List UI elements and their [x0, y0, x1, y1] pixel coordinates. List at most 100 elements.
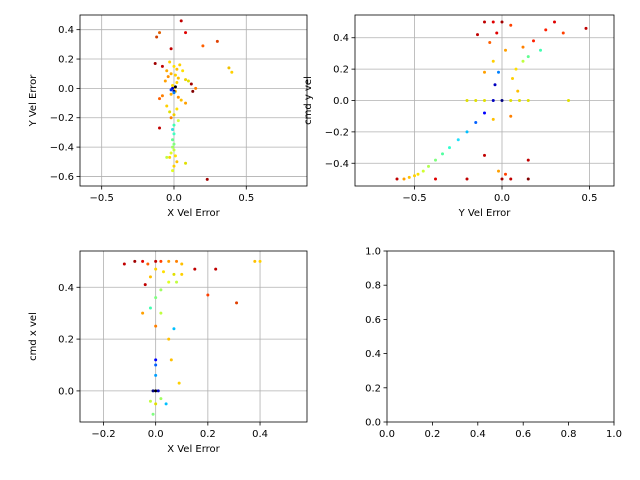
data-point — [474, 99, 478, 102]
data-point — [205, 177, 209, 181]
data-point — [500, 177, 504, 181]
data-point — [154, 402, 158, 406]
data-point — [122, 262, 126, 266]
data-point — [184, 161, 188, 165]
data-point — [167, 259, 171, 263]
data-point — [172, 132, 176, 136]
data-point — [500, 99, 504, 102]
data-point — [427, 164, 430, 168]
data-point — [156, 389, 160, 393]
data-point — [532, 39, 535, 43]
data-point — [171, 83, 175, 87]
y-tick-label: −0.4 — [50, 143, 74, 154]
data-point — [175, 81, 179, 85]
data-point — [169, 72, 173, 76]
y-tick-label: −0.2 — [50, 113, 74, 124]
data-point — [491, 20, 495, 24]
data-point — [495, 31, 499, 35]
x-tick-label: 0.5 — [238, 193, 254, 204]
data-point — [171, 145, 175, 149]
x-tick-label: −0.2 — [91, 429, 115, 440]
data-point — [509, 99, 513, 102]
y-tick-label: 0.4 — [333, 33, 349, 44]
data-point — [172, 123, 176, 127]
data-point — [526, 177, 530, 181]
data-point — [175, 160, 179, 164]
data-point — [153, 61, 157, 65]
data-point — [176, 119, 180, 123]
data-point — [141, 311, 145, 315]
data-point — [154, 373, 158, 377]
data-point — [154, 363, 158, 367]
data-point — [567, 99, 570, 102]
data-point — [465, 177, 469, 181]
data-point — [159, 311, 163, 315]
data-point — [584, 26, 588, 30]
x-tick-label: 0.0 — [494, 193, 510, 204]
data-point — [179, 19, 183, 23]
data-point — [201, 44, 205, 48]
data-point — [171, 169, 175, 173]
x-axis-label: Y Vel Error — [458, 208, 512, 219]
y-axis-label: Y Vel Error — [28, 74, 39, 128]
subplot-xvel-error-vs-cmd-x: −0.2 0.0 0.2 0.4 0.0 0.2 0.4 X Vel Error cmd x v… — [28, 250, 308, 455]
data-point — [172, 148, 176, 152]
data-point — [491, 59, 495, 63]
data-point — [146, 262, 150, 266]
data-point — [179, 98, 183, 102]
data-point — [230, 70, 234, 74]
y-axis-label: cmd x vel — [28, 312, 39, 361]
data-point — [214, 267, 218, 271]
data-point — [497, 70, 500, 74]
data-point — [172, 64, 176, 68]
data-point — [194, 86, 198, 90]
x-tick-label: −0.5 — [90, 193, 114, 204]
data-point — [175, 259, 179, 263]
data-point — [171, 138, 175, 142]
y-tick-label: 0.0 — [58, 84, 74, 95]
data-point — [483, 153, 486, 157]
subplot-yvel-error-vs-cmd-y: −0.5 0.0 0.5 −0.4 −0.2 0.0 0.2 0.4 Y Vel Error cm… — [303, 14, 615, 219]
data-point — [158, 126, 162, 130]
data-point — [514, 67, 518, 71]
data-point — [171, 127, 175, 131]
data-point — [483, 20, 486, 24]
data-point — [155, 35, 159, 39]
x-tick-label: 0.4 — [470, 429, 486, 440]
y-tick-label: 0.0 — [333, 96, 349, 107]
x-tick-label: 0.2 — [200, 429, 216, 440]
data-point — [474, 120, 478, 124]
data-point — [154, 389, 158, 393]
data-point — [206, 293, 210, 297]
axes-frame — [386, 250, 615, 423]
data-point — [509, 23, 513, 27]
axes-frame — [79, 250, 308, 423]
data-point — [165, 69, 169, 73]
data-point — [148, 399, 152, 403]
y-tick-label: 0.8 — [365, 281, 381, 292]
data-point — [159, 397, 163, 401]
data-point — [456, 138, 460, 142]
data-point — [180, 272, 184, 276]
y-tick-label: 0.0 — [365, 418, 381, 429]
data-point — [148, 275, 152, 279]
data-point — [434, 158, 437, 162]
data-point — [159, 259, 163, 263]
y-tick-label: 0.6 — [365, 315, 381, 326]
data-point — [491, 99, 495, 102]
data-point — [143, 283, 147, 287]
y-tick-label: 0.2 — [58, 55, 74, 66]
data-point — [539, 48, 542, 52]
data-point — [154, 324, 158, 328]
data-point — [160, 94, 164, 98]
data-point — [172, 113, 176, 117]
data-point — [509, 114, 513, 118]
data-point — [448, 146, 451, 150]
x-tick-label: −0.5 — [402, 193, 426, 204]
x-tick-label: 0.0 — [166, 193, 182, 204]
x-tick-label: 1.0 — [606, 429, 622, 440]
data-point — [215, 39, 219, 43]
data-point — [176, 95, 180, 99]
data-point — [168, 110, 172, 114]
